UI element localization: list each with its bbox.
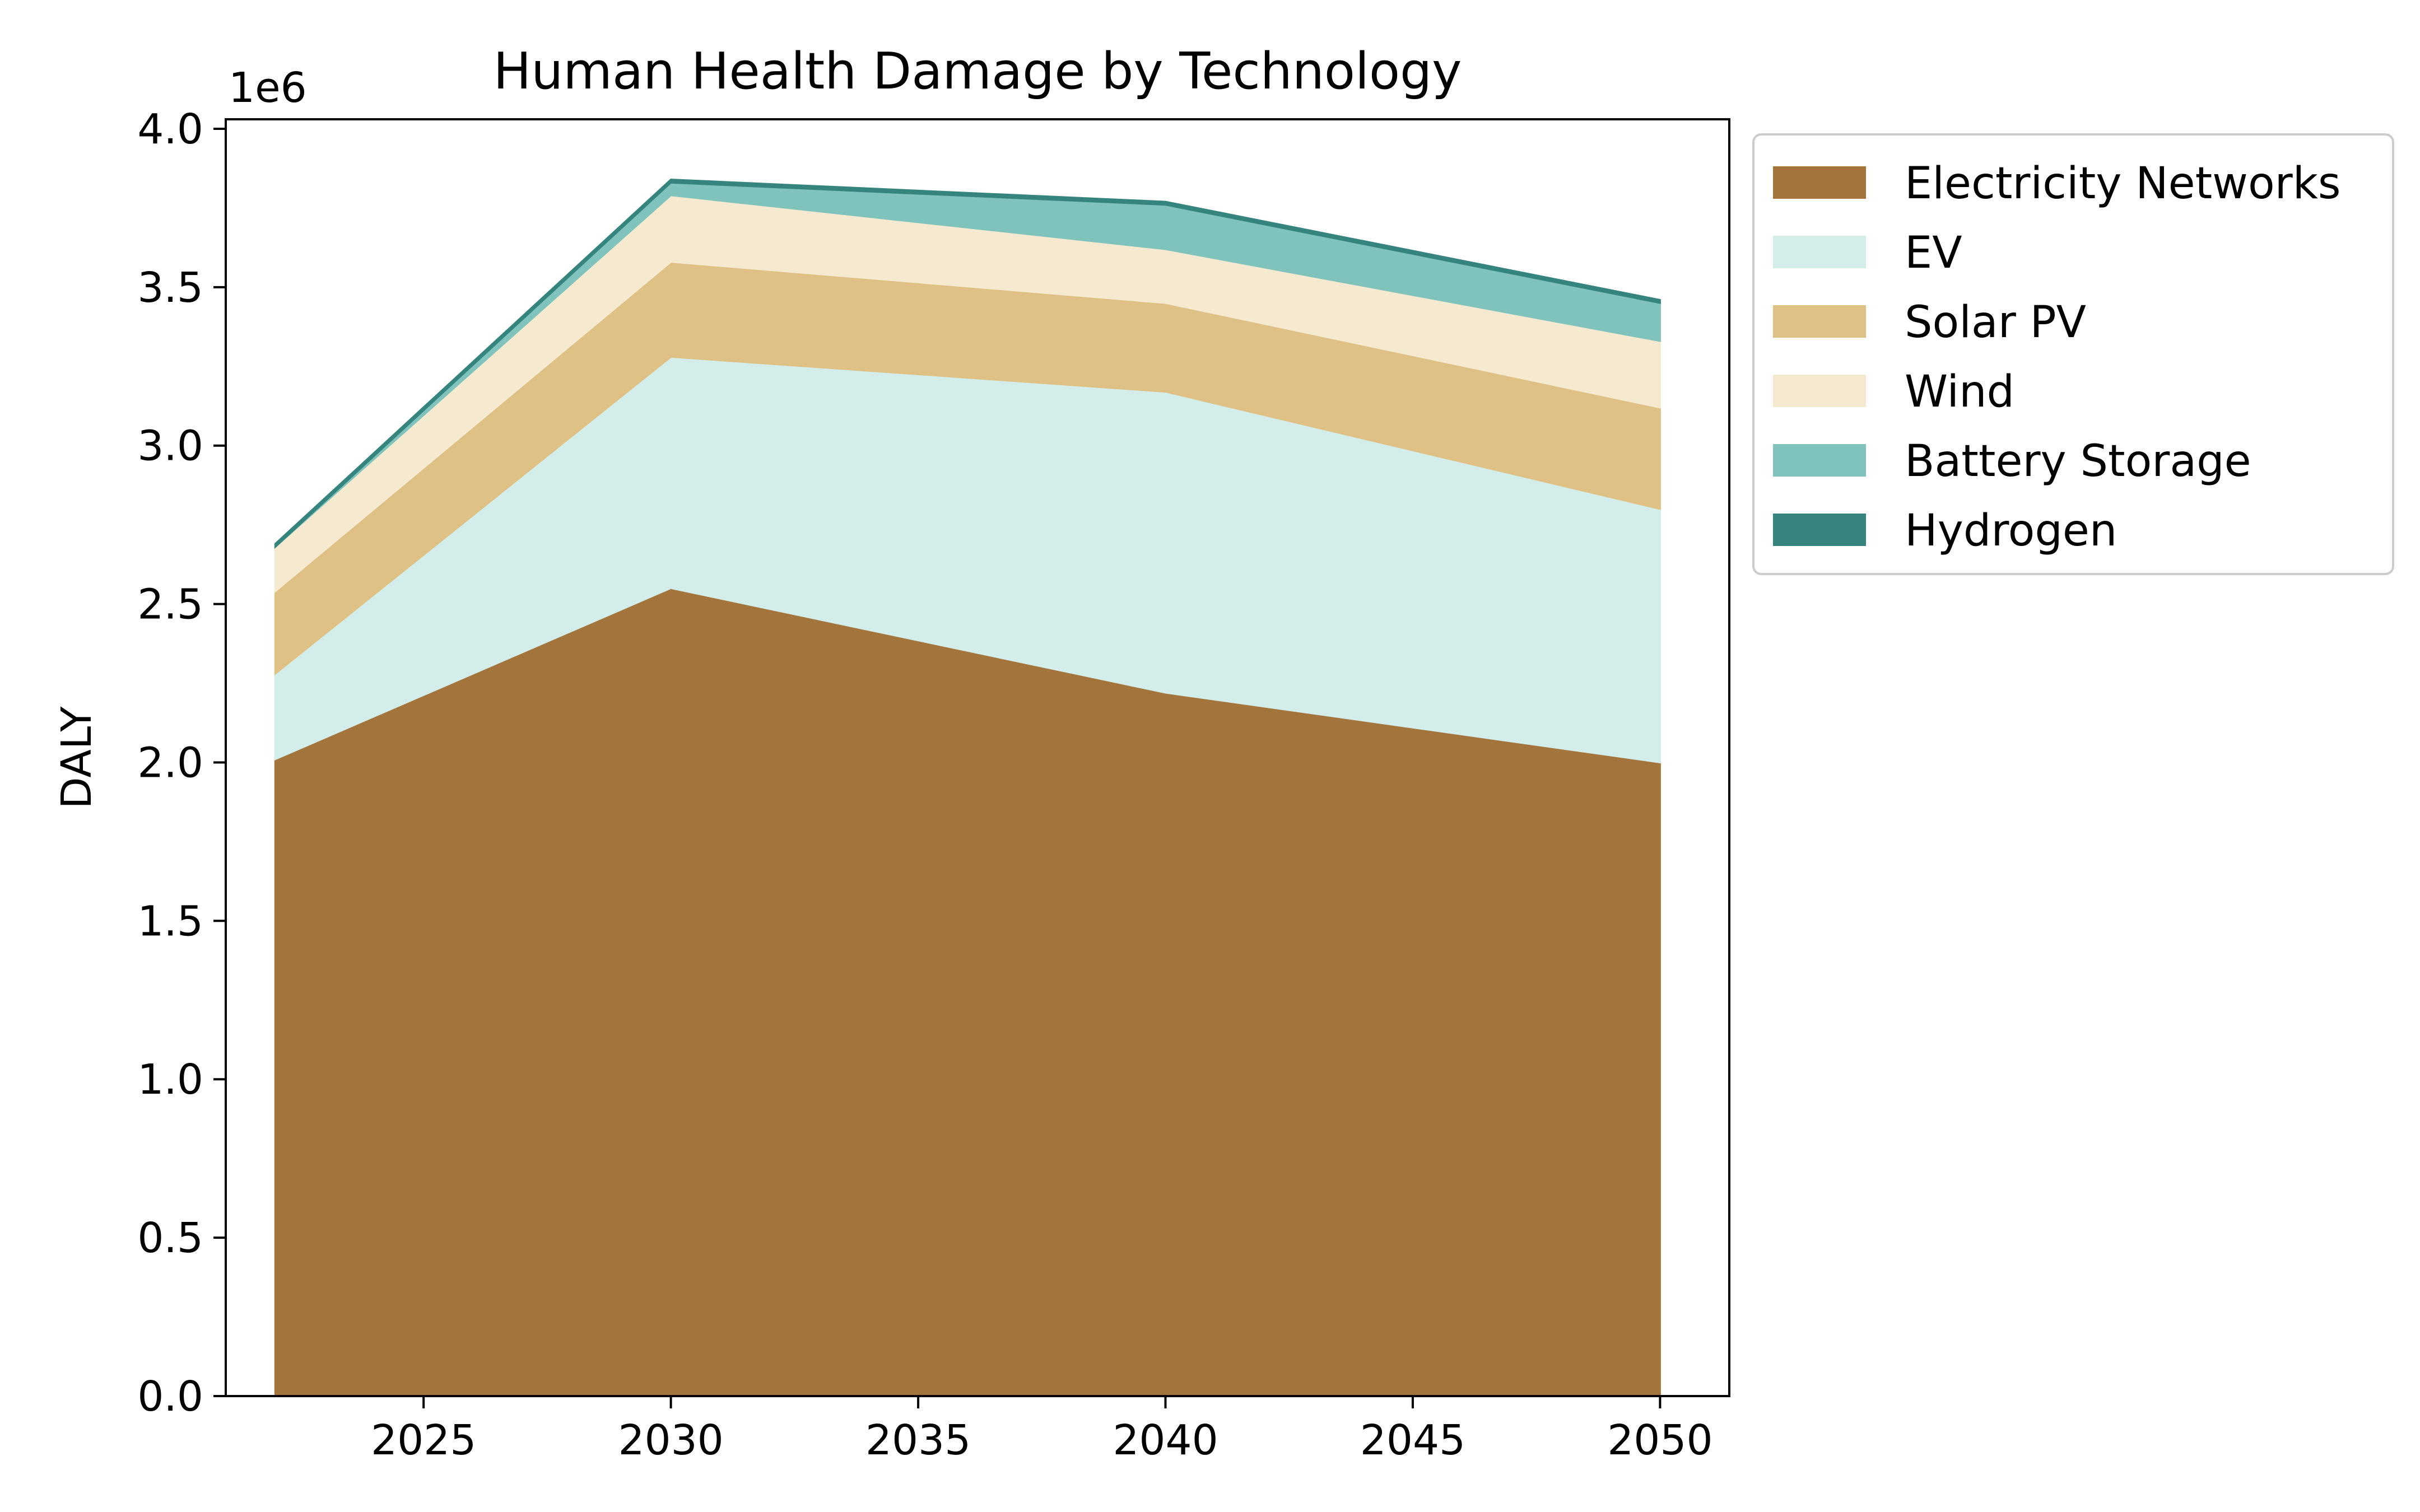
legend-swatch-ev (1773, 236, 1866, 268)
x-axis: 2025 2030 2035 2040 2045 2050 (371, 1396, 1713, 1464)
stacked-areas (274, 178, 1661, 1397)
y-tick-label: 0.0 (137, 1373, 203, 1421)
legend-label: Electricity Networks (1905, 158, 2341, 209)
legend-swatch-electricity-networks (1773, 166, 1866, 199)
area-hydrogen (274, 178, 1661, 549)
x-tick-label: 2035 (865, 1416, 971, 1464)
legend-label: Solar PV (1905, 297, 2086, 348)
plot-frame (225, 118, 1730, 1397)
x-tick-label: 2025 (371, 1416, 476, 1464)
y-offset-label: 1e6 (229, 64, 307, 112)
legend: Electricity Networks EV Solar PV Wind Batter… (1752, 133, 2394, 575)
y-tick-label: 2.5 (137, 581, 203, 629)
legend-swatch-battery-storage (1773, 444, 1866, 477)
y-tick-label: 1.5 (137, 897, 203, 945)
x-tick-label: 2045 (1360, 1416, 1465, 1464)
x-tick-label: 2040 (1113, 1416, 1218, 1464)
y-axis-label: DALY (53, 706, 101, 809)
chart-title: Human Health Damage by Technology (494, 42, 1462, 101)
y-tick-label: 0.5 (137, 1214, 203, 1262)
legend-label: EV (1905, 228, 1962, 278)
y-tick-label: 3.5 (137, 264, 203, 312)
legend-box (1752, 133, 2394, 575)
legend-label: Hydrogen (1905, 506, 2117, 556)
x-tick-label: 2050 (1607, 1416, 1712, 1464)
legend-swatch-hydrogen (1773, 514, 1866, 546)
legend-label: Battery Storage (1905, 436, 2251, 487)
x-tick-label: 2030 (618, 1416, 723, 1464)
legend-swatch-wind (1773, 375, 1866, 407)
y-tick-label: 2.0 (137, 739, 203, 787)
legend-label: Wind (1905, 367, 2014, 417)
legend-swatch-solar-pv (1773, 305, 1866, 338)
y-axis: 0.0 0.5 1.0 1.5 2.0 2.5 3.0 3.5 4.0 (137, 105, 226, 1421)
y-tick-label: 4.0 (137, 105, 203, 153)
y-tick-label: 1.0 (137, 1056, 203, 1104)
y-tick-label: 3.0 (137, 422, 203, 470)
